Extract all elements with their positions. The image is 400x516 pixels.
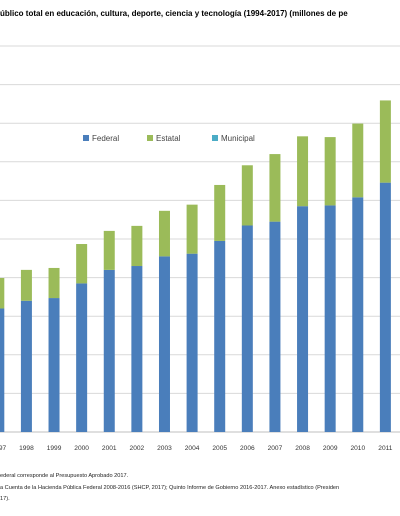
bar-federal-2005 — [214, 240, 226, 432]
bar-estatal-2002 — [131, 225, 143, 267]
x-tick-2007: 2007 — [268, 445, 283, 452]
x-tick-2011: 2011 — [378, 445, 393, 452]
bar-estatal-2005 — [214, 184, 226, 241]
legend-label-federal: Federal — [92, 134, 119, 143]
legend-swatch-federal — [83, 135, 89, 141]
footnote-2: a Cuenta de la Hacienda Pública Federal … — [0, 485, 340, 491]
bar-estatal-2008 — [297, 136, 309, 207]
bar-federal-2006 — [241, 225, 253, 432]
bar-estatal-2004 — [186, 204, 198, 254]
bar-estatal-2001 — [103, 230, 115, 270]
x-tick-2000: 2000 — [74, 445, 89, 452]
x-tick-2002: 2002 — [130, 445, 145, 452]
bar-estatal-2011 — [379, 100, 391, 183]
chart-title: úblico total en educación, cultura, depo… — [0, 9, 348, 18]
bar-estatal-2006 — [241, 165, 253, 226]
bar-estatal-2009 — [324, 137, 336, 206]
bar-federal-2010 — [352, 197, 364, 432]
bar-estatal-2000 — [76, 244, 88, 284]
legend: Federal Estatal Municipal — [83, 134, 255, 143]
bar-federal-2007 — [269, 221, 281, 432]
x-tick-2005: 2005 — [212, 445, 227, 452]
bar-estatal-1999 — [48, 267, 60, 299]
x-tick-2006: 2006 — [240, 445, 255, 452]
gridlines — [0, 45, 400, 433]
legend-swatch-estatal — [147, 135, 153, 141]
legend-swatch-municipal — [212, 135, 218, 141]
bar-federal-2002 — [131, 266, 143, 432]
bar-federal-2000 — [76, 283, 88, 432]
bar-estatal-2007 — [269, 154, 281, 222]
bar-estatal-1997 — [0, 277, 5, 309]
bar-estatal-2010 — [352, 123, 364, 198]
bar-federal-1999 — [48, 298, 60, 432]
bar-federal-2004 — [186, 253, 198, 432]
bar-federal-2008 — [297, 206, 309, 432]
footnote-3: 17). — [0, 496, 10, 502]
bars — [0, 100, 391, 432]
bar-federal-1997 — [0, 308, 5, 432]
bar-federal-1998 — [20, 300, 32, 432]
x-tick-2009: 2009 — [323, 445, 338, 452]
x-tick-2004: 2004 — [185, 445, 200, 452]
bar-federal-2003 — [158, 256, 170, 432]
x-tick-1999: 1999 — [47, 445, 62, 452]
x-tick-2008: 2008 — [295, 445, 310, 452]
legend-label-municipal: Municipal — [221, 134, 255, 143]
x-tick-1998: 1998 — [19, 445, 34, 452]
bar-estatal-2003 — [158, 210, 170, 257]
footnote-1: ederal corresponde al Presupuesto Aproba… — [0, 473, 129, 479]
x-tick-1997: 1997 — [0, 445, 6, 452]
x-tick-labels: 1997 1998 1999 2000 2001 2002 2003 2004 2005 2006… — [0, 445, 393, 452]
bar-estatal-1998 — [20, 269, 32, 301]
x-tick-2003: 2003 — [157, 445, 172, 452]
bar-federal-2011 — [379, 182, 391, 432]
bar-federal-2001 — [103, 269, 115, 432]
x-tick-2010: 2010 — [350, 445, 365, 452]
legend-label-estatal: Estatal — [156, 134, 181, 143]
x-tick-2001: 2001 — [102, 445, 117, 452]
bar-federal-2009 — [324, 205, 336, 432]
